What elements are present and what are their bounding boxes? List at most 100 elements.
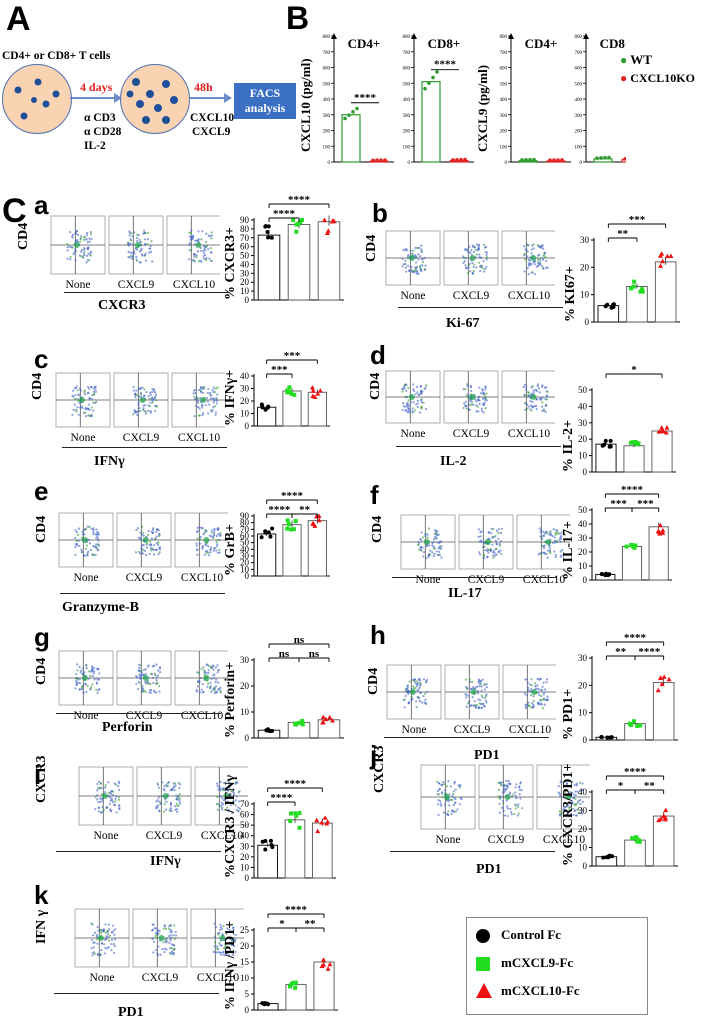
bar-y-label-h: % PD1+	[562, 689, 576, 740]
b-tick: 0	[408, 161, 411, 166]
condition-label: CXCL10	[523, 574, 565, 586]
b-tick: 0	[505, 161, 508, 166]
data-point	[656, 817, 662, 823]
data-point	[317, 388, 323, 393]
y-tick-label: 30	[578, 533, 588, 543]
b-bar	[421, 81, 441, 163]
significance-label: ****	[273, 208, 296, 220]
cells-svg	[14, 78, 178, 124]
bar-mcxcl9-fc	[287, 223, 311, 301]
data-point	[268, 534, 273, 539]
condition-label: CXCL9	[126, 572, 163, 584]
b-bar	[369, 160, 389, 163]
bar-y-label-e: % GrB+	[224, 524, 238, 576]
y-tick-label: 15	[240, 957, 250, 967]
b-tick: 100	[500, 145, 508, 150]
significance-label: ****	[284, 778, 307, 790]
b-point	[459, 157, 463, 162]
data-point	[263, 847, 268, 852]
data-point	[324, 820, 330, 826]
b-tick: 300	[575, 114, 583, 119]
y-tick-label: 0	[245, 421, 250, 431]
data-point	[631, 719, 636, 724]
b-point	[607, 155, 611, 160]
data-point	[287, 984, 292, 989]
data-point	[632, 279, 637, 284]
flow-plots-a: None CXCL9 CXCL10	[50, 215, 220, 291]
y-tick-label: 0	[583, 735, 588, 745]
data-point	[638, 723, 643, 728]
y-tick-label: 20	[240, 396, 250, 406]
y-tick-label: 50	[240, 538, 250, 548]
significance-label: **	[615, 646, 627, 658]
flow-x-label-b: Ki-67	[446, 316, 480, 331]
y-tick-label: 70	[240, 233, 250, 243]
y-tick-label: 40	[578, 401, 588, 411]
stim-2: α CD28	[84, 126, 122, 138]
flow-y-label-g: CD4	[34, 657, 49, 685]
data-point	[294, 813, 299, 818]
y-tick-label: 40	[240, 544, 250, 554]
data-point	[266, 235, 271, 240]
bar-mcxcl9-fc	[623, 445, 645, 473]
panel-letter-c-main: C	[2, 192, 27, 230]
b-tick: 0	[328, 161, 331, 166]
significance-label: ***	[637, 498, 654, 510]
bar-y-label-b: % KI67+	[564, 266, 578, 322]
condition-label: CXCL10	[173, 279, 215, 291]
significance-label: ****	[624, 766, 647, 778]
flow-plots-d: None CXCL9 CXCL10	[385, 370, 555, 440]
b-tick: 800	[323, 35, 331, 40]
b-point	[431, 75, 435, 80]
data-point	[291, 527, 296, 532]
flow-axis-line-d	[396, 446, 561, 447]
flow-plots-h: None CXCL9 CXCL10	[386, 664, 556, 736]
data-point	[297, 811, 302, 816]
significance-label: ****	[268, 504, 291, 516]
bar-control-fc	[595, 443, 617, 473]
step2-time: 48h	[194, 80, 213, 94]
data-point	[668, 253, 674, 259]
b-point	[371, 158, 375, 163]
significance-label: ****	[285, 904, 308, 916]
flow-plots-i: None CXCL9 CXCL10	[78, 766, 248, 842]
flow-axis-line-h	[384, 737, 549, 738]
b-group-title: CD8+	[600, 36, 626, 51]
data-point	[329, 717, 335, 723]
b-point	[595, 156, 599, 160]
condition-label: None	[402, 724, 427, 736]
data-point	[314, 817, 320, 823]
b-tick: 500	[403, 82, 411, 87]
flow-y-label-f: CD4	[370, 515, 385, 543]
condition-label: CXCL10	[201, 830, 243, 842]
significance-label: ***	[271, 364, 288, 376]
condition-label: CXCL10	[509, 724, 551, 736]
y-tick-label: 20	[578, 824, 588, 834]
flow-x-label-e: Granzyme-B	[62, 600, 139, 615]
data-point	[635, 839, 640, 844]
panel-b-chart: 0 100 200 300 400 500 600 700 800 CD4+ **** CXCL10 …	[298, 33, 626, 166]
condition-label: CXCL10	[178, 432, 220, 444]
data-point	[633, 543, 638, 548]
flow-y-label-c: CD4	[30, 372, 45, 400]
b-group-title: CD4+	[348, 36, 381, 51]
b-tick: 600	[403, 67, 411, 72]
y-tick-label: 50	[240, 251, 250, 261]
condition-label: CXCL9	[118, 279, 155, 291]
flow-plots-j: None CXCL9 CXCL10	[420, 764, 590, 846]
data-point	[264, 728, 269, 733]
b-point	[556, 158, 560, 162]
data-point	[268, 838, 273, 843]
b-point	[599, 156, 603, 160]
significance-label: ****	[270, 792, 293, 804]
panel-letter-b: b	[372, 198, 388, 228]
b-tick: 800	[575, 35, 583, 40]
bar-mcxcl10-fc	[654, 261, 677, 323]
data-point	[293, 811, 298, 816]
panel-letter-j: j	[370, 740, 378, 770]
b-point	[347, 113, 351, 117]
b-bar	[593, 158, 613, 163]
b-tick: 400	[500, 98, 508, 103]
flow-x-label-a: CXCR3	[98, 298, 146, 313]
facs-box: FACS analysis	[234, 83, 296, 119]
